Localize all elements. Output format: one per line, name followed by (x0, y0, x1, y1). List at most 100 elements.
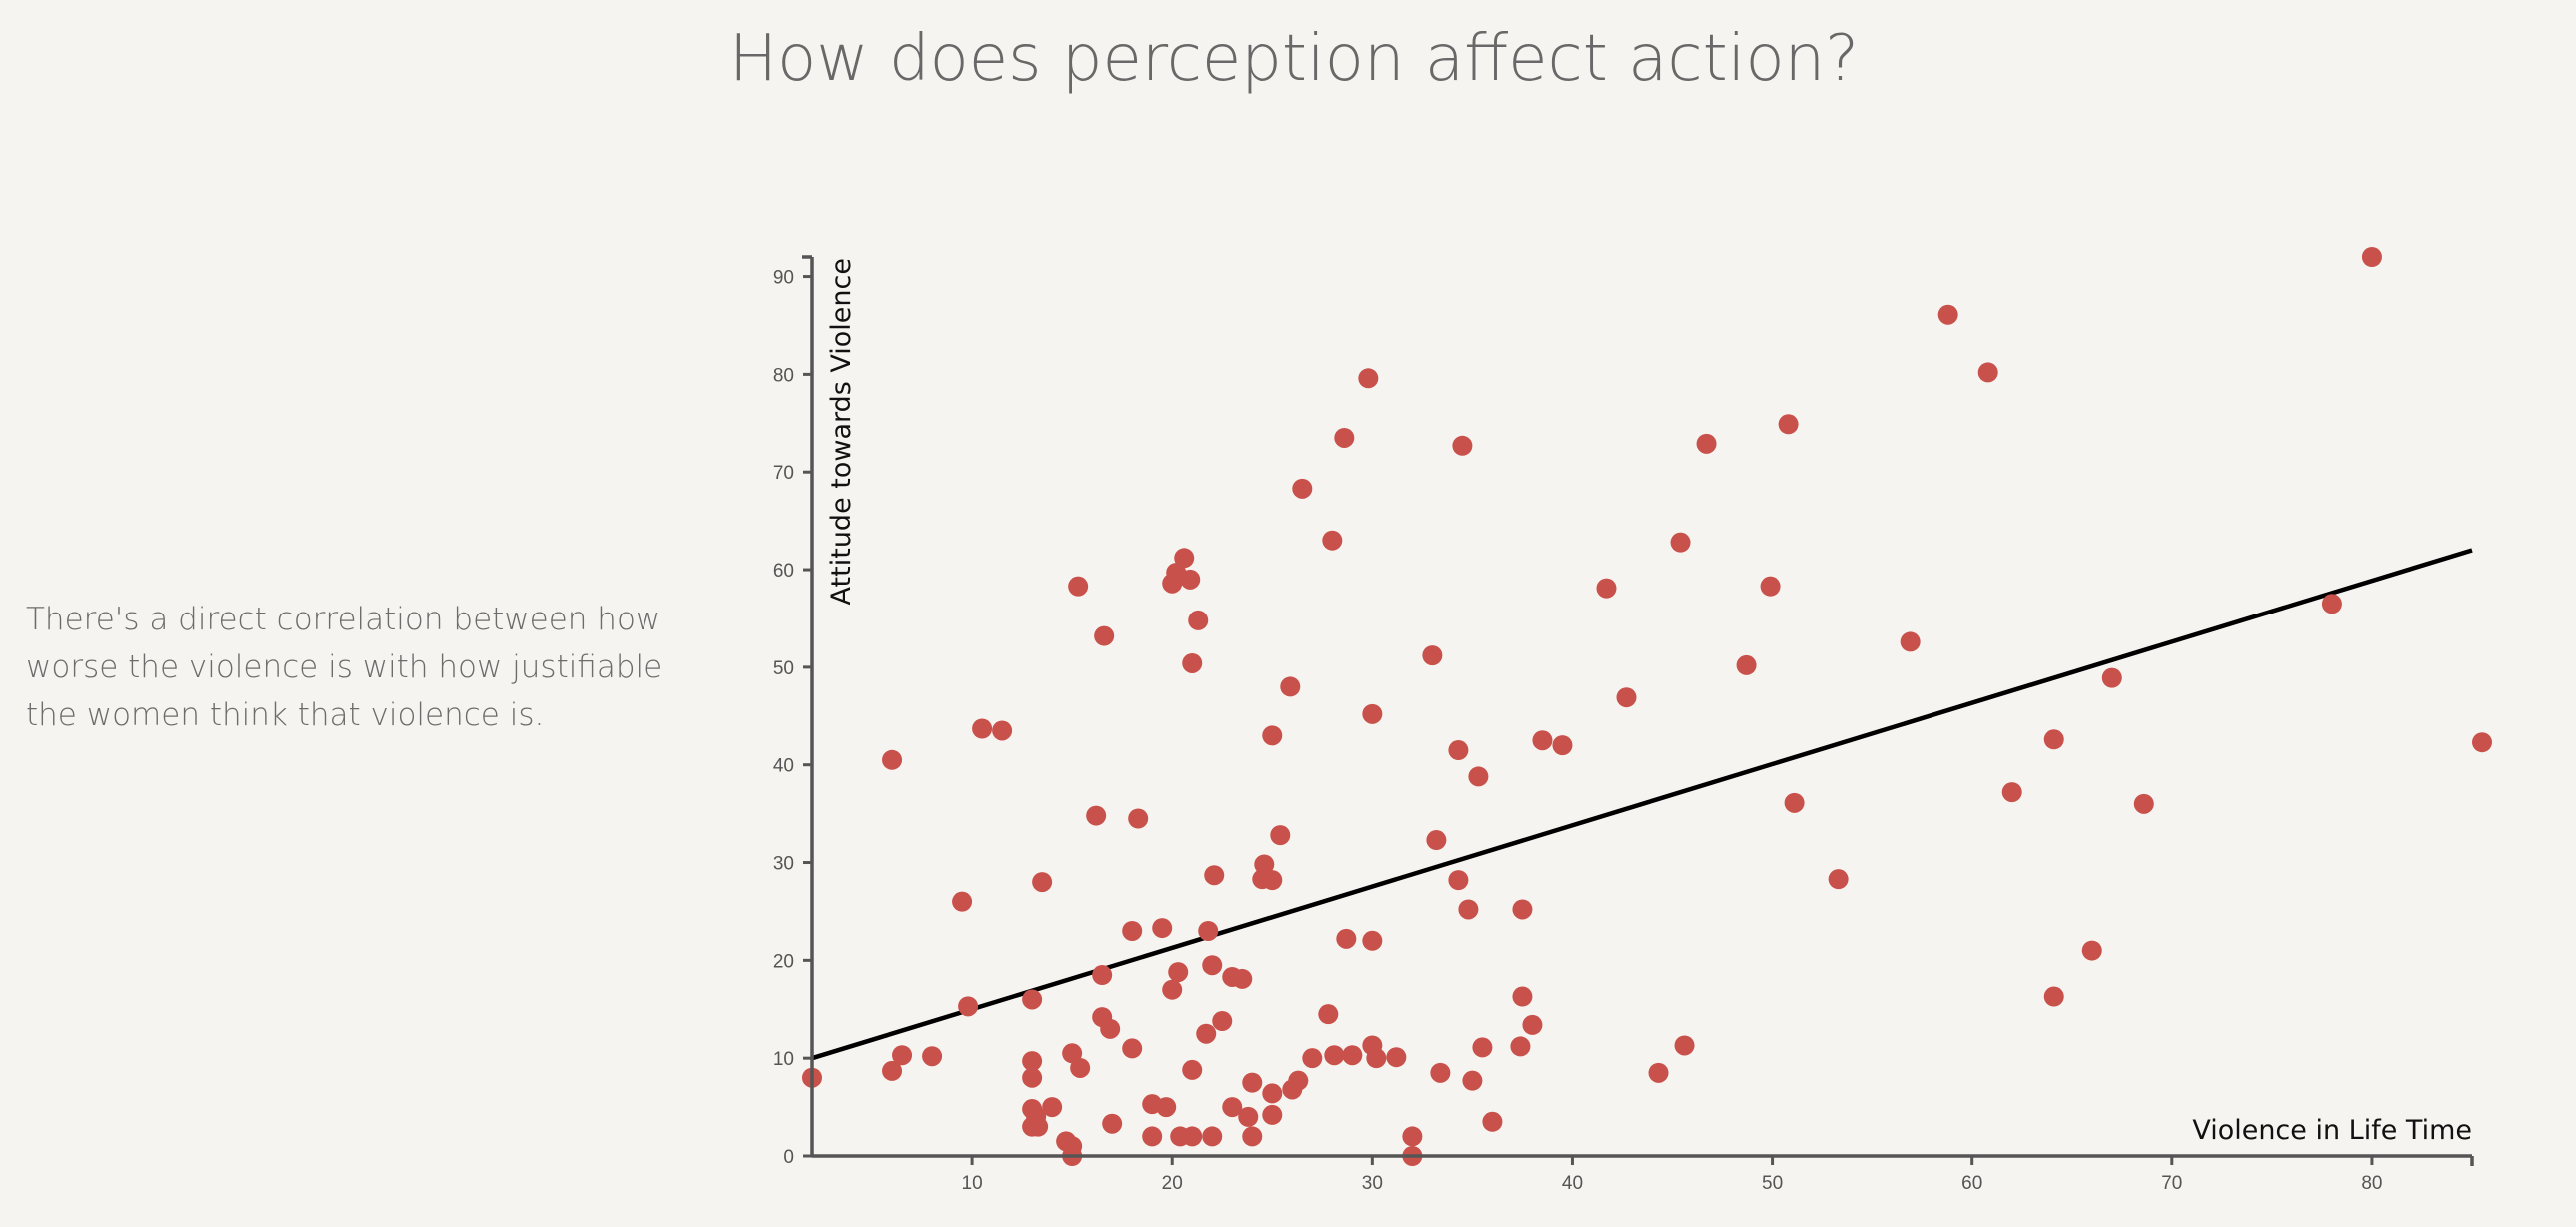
y-tick-label: 20 (773, 951, 794, 972)
description-text: There's a direct correlation between how… (26, 602, 663, 733)
y-tick-label: 60 (773, 561, 794, 582)
data-point (1448, 870, 1469, 891)
data-point (1202, 955, 1223, 976)
data-point (1182, 652, 1203, 673)
data-point (1128, 808, 1149, 829)
data-point (1292, 478, 1313, 499)
data-point (1028, 1116, 1049, 1137)
x-tick-label: 30 (1362, 1173, 1383, 1194)
data-point (1092, 965, 1113, 986)
data-point (1430, 1062, 1451, 1083)
data-point (1122, 1038, 1143, 1059)
data-point (1472, 1037, 1493, 1058)
data-point (952, 891, 973, 912)
data-point (1670, 532, 1691, 553)
y-tick-label: 70 (773, 463, 794, 484)
data-point (1042, 1097, 1063, 1118)
data-point (1778, 414, 1799, 435)
data-point (1162, 979, 1183, 1000)
data-point (2001, 782, 2022, 803)
data-point (2043, 986, 2064, 1007)
data-point (1468, 766, 1489, 787)
data-point (1102, 1113, 1123, 1134)
data-point (2321, 594, 2342, 614)
data-point (1302, 1048, 1323, 1069)
data-point (1900, 631, 1921, 652)
data-point (1458, 899, 1479, 920)
data-point (2361, 247, 2382, 267)
x-axis-title: Violence in Life Time (2192, 1115, 2472, 1146)
data-point (1188, 610, 1209, 630)
data-point (1322, 530, 1343, 551)
data-point (1204, 865, 1225, 886)
data-point (1784, 792, 1805, 813)
page-title: How does perception affect action? (729, 22, 1860, 96)
data-point (1366, 1048, 1387, 1069)
data-point (1022, 1067, 1043, 1088)
data-point (1180, 569, 1201, 590)
x-tick-label: 70 (2161, 1173, 2182, 1194)
data-point (1760, 576, 1781, 597)
y-tick-label: 0 (783, 1147, 794, 1168)
data-point (1324, 1045, 1345, 1066)
data-point (1270, 825, 1291, 846)
x-tick-label: 40 (1562, 1173, 1583, 1194)
data-point (1070, 1057, 1091, 1078)
data-point (1168, 962, 1189, 983)
data-point (1288, 1070, 1309, 1091)
data-point (1022, 989, 1043, 1010)
data-point (1937, 304, 1958, 325)
data-point (1532, 730, 1553, 751)
data-point (1448, 740, 1469, 761)
y-tick-label: 10 (773, 1049, 794, 1070)
data-point (1510, 1036, 1531, 1057)
y-tick-label: 30 (773, 854, 794, 875)
data-point (972, 718, 993, 739)
data-point (1482, 1111, 1503, 1132)
data-point (922, 1046, 943, 1067)
x-tick-label: 20 (1162, 1173, 1183, 1194)
data-point (1648, 1062, 1669, 1083)
data-point (1196, 1023, 1217, 1044)
x-tick-label: 50 (1762, 1173, 1783, 1194)
data-point (1736, 654, 1757, 675)
x-tick-label: 10 (962, 1173, 983, 1194)
data-point (1032, 872, 1053, 893)
data-point (1280, 676, 1301, 697)
data-point (1202, 1126, 1223, 1147)
data-point (1152, 918, 1173, 939)
data-point (1174, 548, 1195, 569)
data-point (1062, 1043, 1083, 1064)
data-point (1342, 1045, 1363, 1066)
data-point (2081, 940, 2102, 961)
data-point (1828, 869, 1849, 890)
data-point (1362, 703, 1383, 724)
x-tick-label: 60 (1961, 1173, 1982, 1194)
data-point (1386, 1047, 1407, 1068)
data-point (2133, 793, 2154, 814)
data-point (1318, 1004, 1339, 1025)
data-point (2101, 667, 2122, 688)
y-tick-label: 90 (773, 268, 794, 289)
data-point (1262, 1104, 1283, 1125)
data-point (1094, 625, 1115, 646)
data-point (882, 749, 903, 770)
data-point (1086, 805, 1107, 826)
data-point (1358, 368, 1379, 389)
data-point (1522, 1014, 1543, 1035)
data-point (1232, 968, 1253, 989)
data-point (1242, 1126, 1263, 1147)
data-point (1696, 433, 1717, 454)
data-point (1452, 435, 1473, 456)
data-point (1512, 899, 1533, 920)
y-tick-label: 80 (773, 365, 794, 386)
data-point (958, 996, 979, 1017)
data-point (882, 1060, 903, 1081)
data-point (1334, 427, 1355, 448)
data-point (1222, 1097, 1243, 1118)
data-point (1422, 645, 1443, 666)
data-point (992, 720, 1013, 741)
x-tick-label: 80 (2361, 1173, 2382, 1194)
data-point (1362, 930, 1383, 951)
